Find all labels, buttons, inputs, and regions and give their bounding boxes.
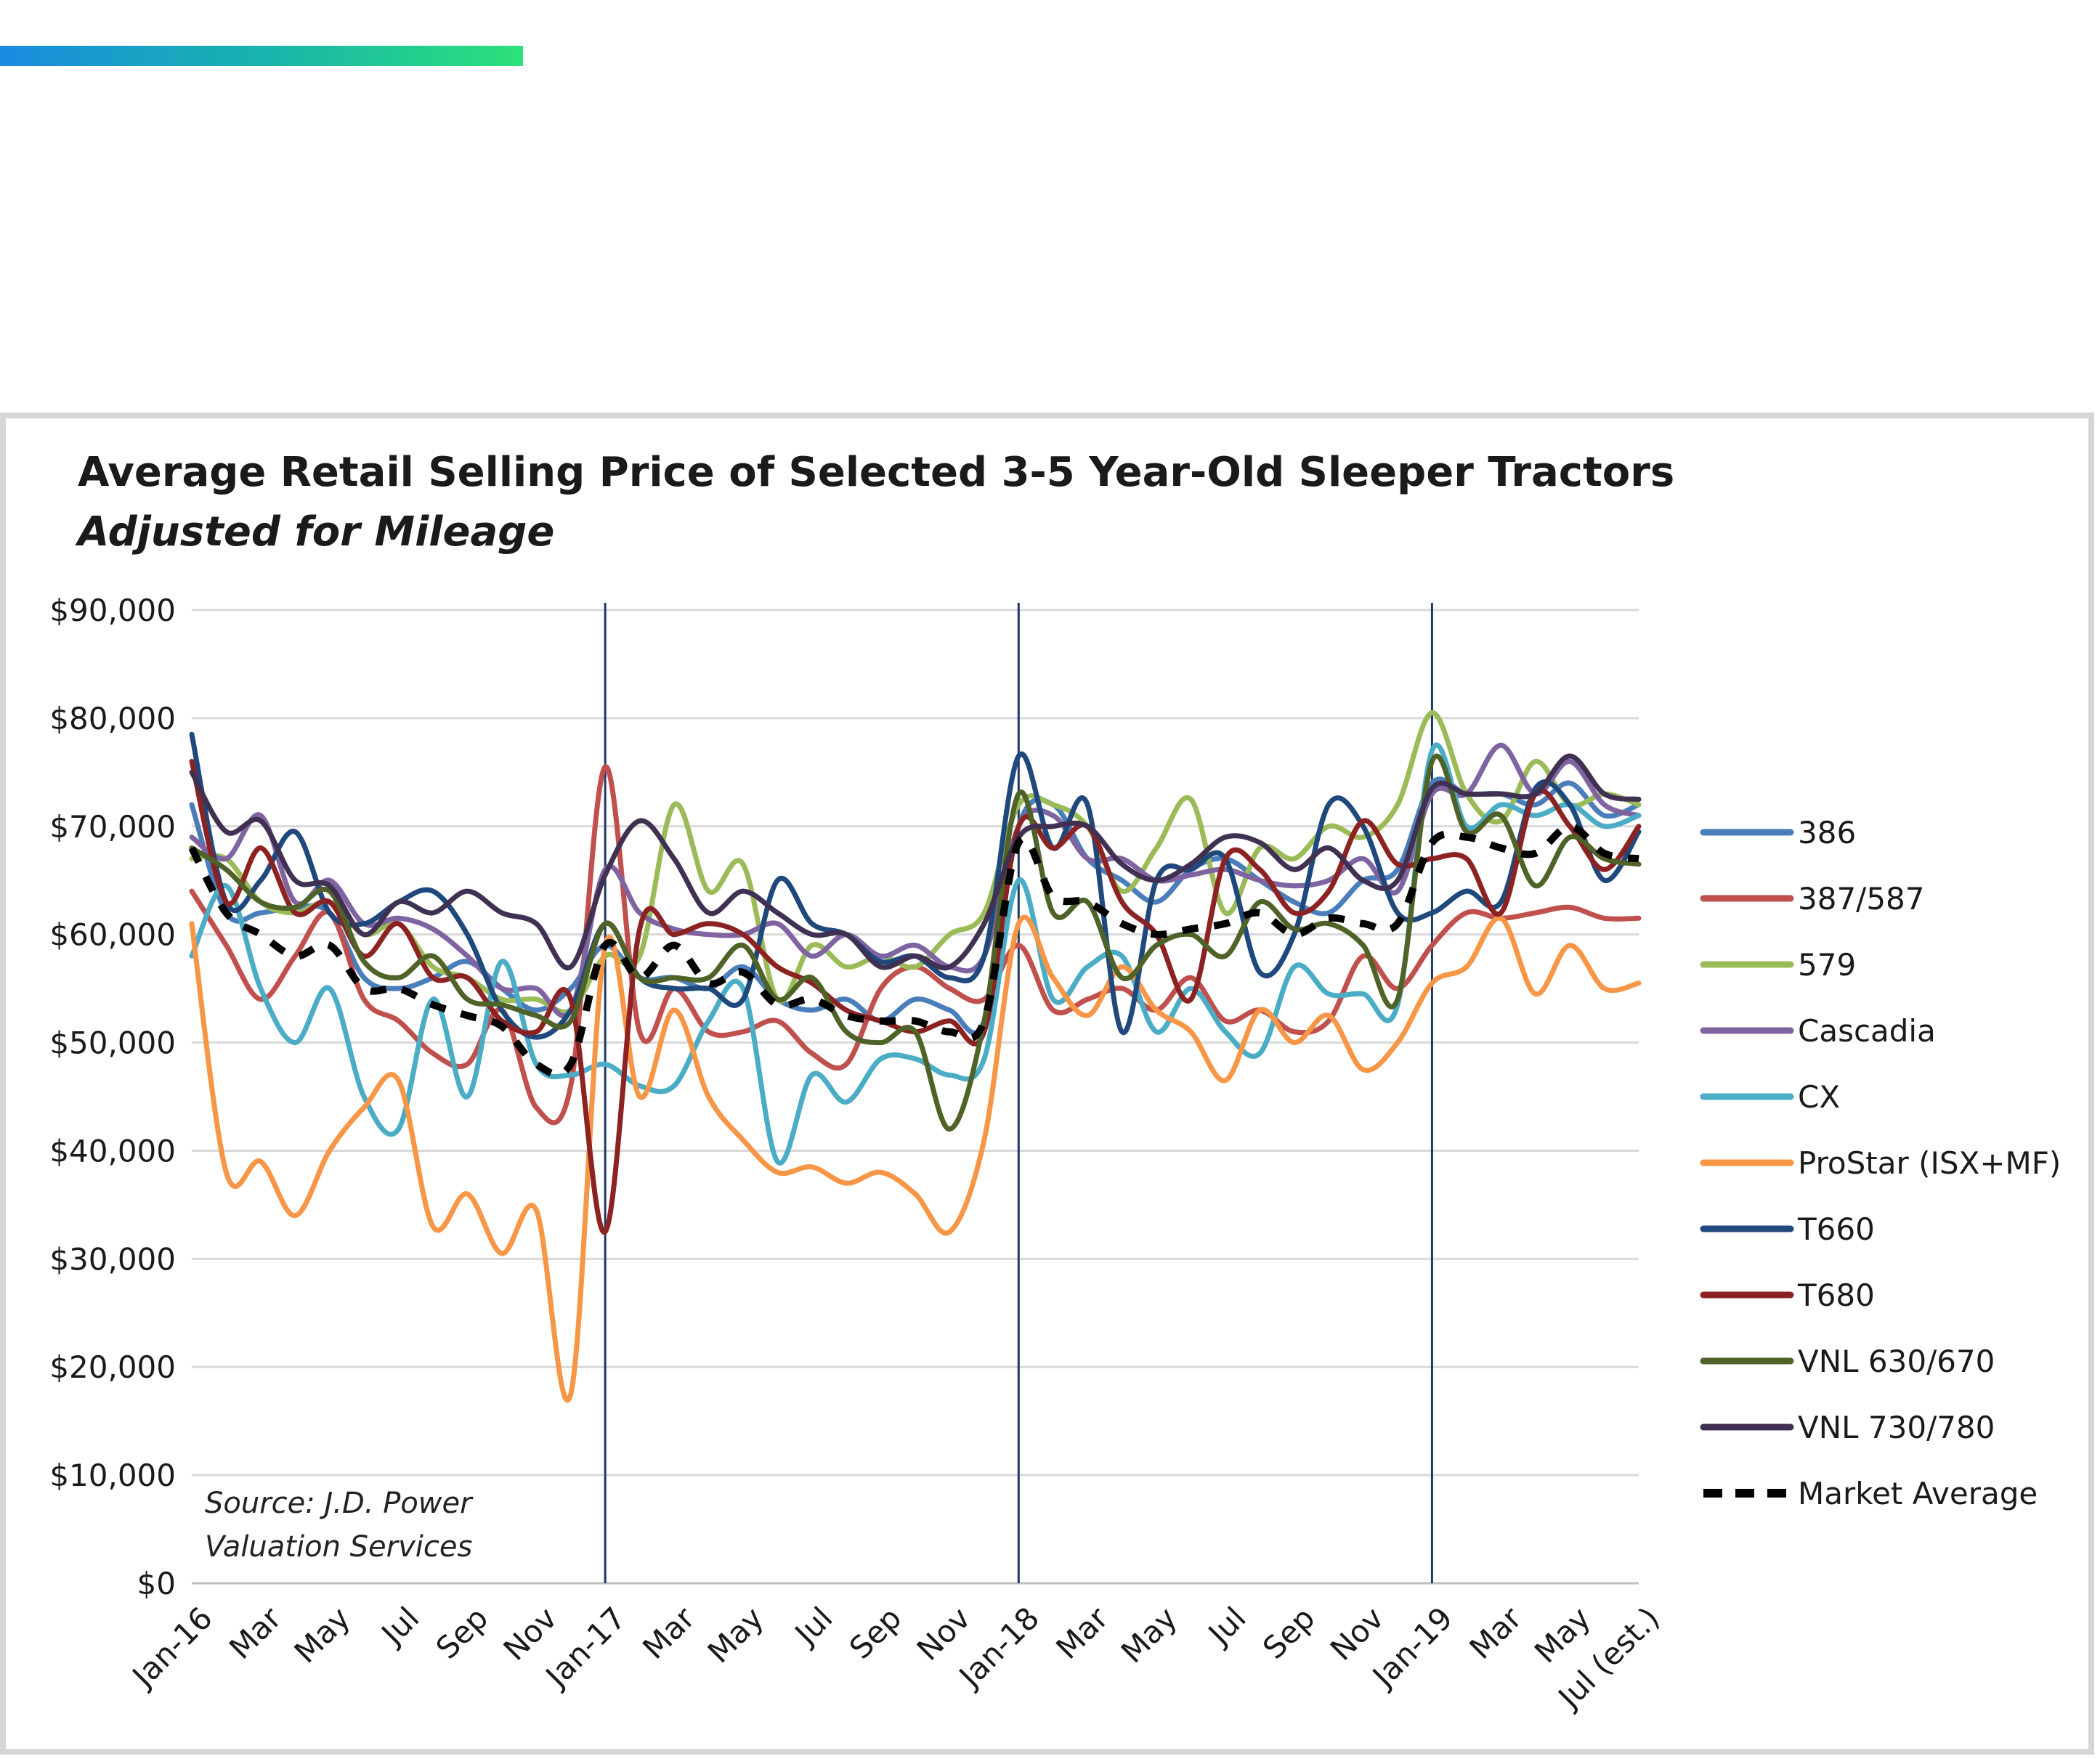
legend-label-579: 579 bbox=[1798, 947, 1856, 983]
x-tick-label: May bbox=[1114, 1600, 1184, 1670]
legend-label-cx: CX bbox=[1798, 1079, 1840, 1115]
series-lines bbox=[188, 710, 1642, 1403]
source-line-2: Valuation Services bbox=[205, 1530, 473, 1564]
y-tick-label: $30,000 bbox=[49, 1241, 176, 1277]
y-tick-label: $0 bbox=[137, 1566, 176, 1601]
series-line-market-average bbox=[188, 822, 1639, 1078]
legend-label-386: 386 bbox=[1798, 815, 1856, 850]
series-line-cx bbox=[189, 742, 1642, 1166]
year-marker-lines bbox=[604, 603, 1433, 1583]
series-line-vnl-730-780 bbox=[189, 753, 1642, 971]
legend-label-cascadia: Cascadia bbox=[1798, 1013, 1936, 1049]
y-tick-label: $80,000 bbox=[49, 701, 176, 736]
x-tick-label: May bbox=[288, 1600, 357, 1670]
series-line-prostar-isx-mf bbox=[189, 914, 1642, 1403]
legend-label-market-average: Market Average bbox=[1798, 1476, 2038, 1511]
x-tick-label: Mar bbox=[1462, 1600, 1528, 1666]
y-tick-label: $40,000 bbox=[49, 1133, 176, 1169]
x-tick-label: Jul bbox=[373, 1600, 426, 1653]
y-tick-label: $60,000 bbox=[49, 917, 176, 953]
legend: 386 387/587 579 Cascadia CX ProStar (ISX+MF) T… bbox=[1700, 815, 2061, 1511]
legend-label-vnl-730-780: VNL 730/780 bbox=[1798, 1410, 1995, 1445]
y-tick-label: $90,000 bbox=[49, 593, 176, 628]
y-tick-label: $20,000 bbox=[49, 1349, 176, 1385]
chart-title: Average Retail Selling Price of Selected… bbox=[78, 449, 1675, 496]
x-tick-label: Mar bbox=[222, 1600, 288, 1666]
y-tick-label: $50,000 bbox=[49, 1025, 176, 1061]
x-tick-label: Sep bbox=[1256, 1600, 1322, 1666]
x-tick-label: Jul bbox=[787, 1600, 840, 1653]
x-tick-label: May bbox=[701, 1600, 771, 1670]
source-note: Source: J.D. Power Valuation Services bbox=[205, 1482, 472, 1569]
series-line-386 bbox=[189, 776, 1642, 1036]
legend-label-387-587: 387/587 bbox=[1798, 881, 1924, 917]
legend-label-t660: T660 bbox=[1797, 1211, 1875, 1247]
x-tick-label: Sep bbox=[843, 1600, 909, 1666]
y-axis-ticks: $0 $10,000 $20,000 $30,000 $40,000 $50,000 $60… bbox=[49, 593, 176, 1601]
accent-bar bbox=[0, 46, 523, 66]
x-tick-label: Mar bbox=[1049, 1600, 1115, 1666]
grid-lines bbox=[192, 609, 1639, 1585]
series-line-cascadia bbox=[189, 742, 1642, 1019]
legend-label-vnl-630-670: VNL 630/670 bbox=[1798, 1344, 1995, 1379]
legend-label-prostar-isx-mf: ProStar (ISX+MF) bbox=[1798, 1145, 2061, 1181]
x-tick-label: Mar bbox=[636, 1600, 702, 1666]
chart-frame bbox=[0, 413, 2094, 1755]
y-tick-label: $10,000 bbox=[49, 1458, 176, 1493]
x-tick-label: Sep bbox=[429, 1600, 495, 1666]
x-tick-label: Jul bbox=[1200, 1600, 1253, 1653]
chart-subtitle: Adjusted for Mileage bbox=[78, 508, 555, 556]
source-line-1: Source: J.D. Power bbox=[205, 1487, 472, 1520]
series-line-387-587 bbox=[189, 764, 1642, 1126]
x-tick-label: Jan-16 bbox=[124, 1600, 219, 1695]
y-tick-label: $70,000 bbox=[49, 809, 176, 845]
legend-label-t680: T680 bbox=[1797, 1277, 1875, 1313]
